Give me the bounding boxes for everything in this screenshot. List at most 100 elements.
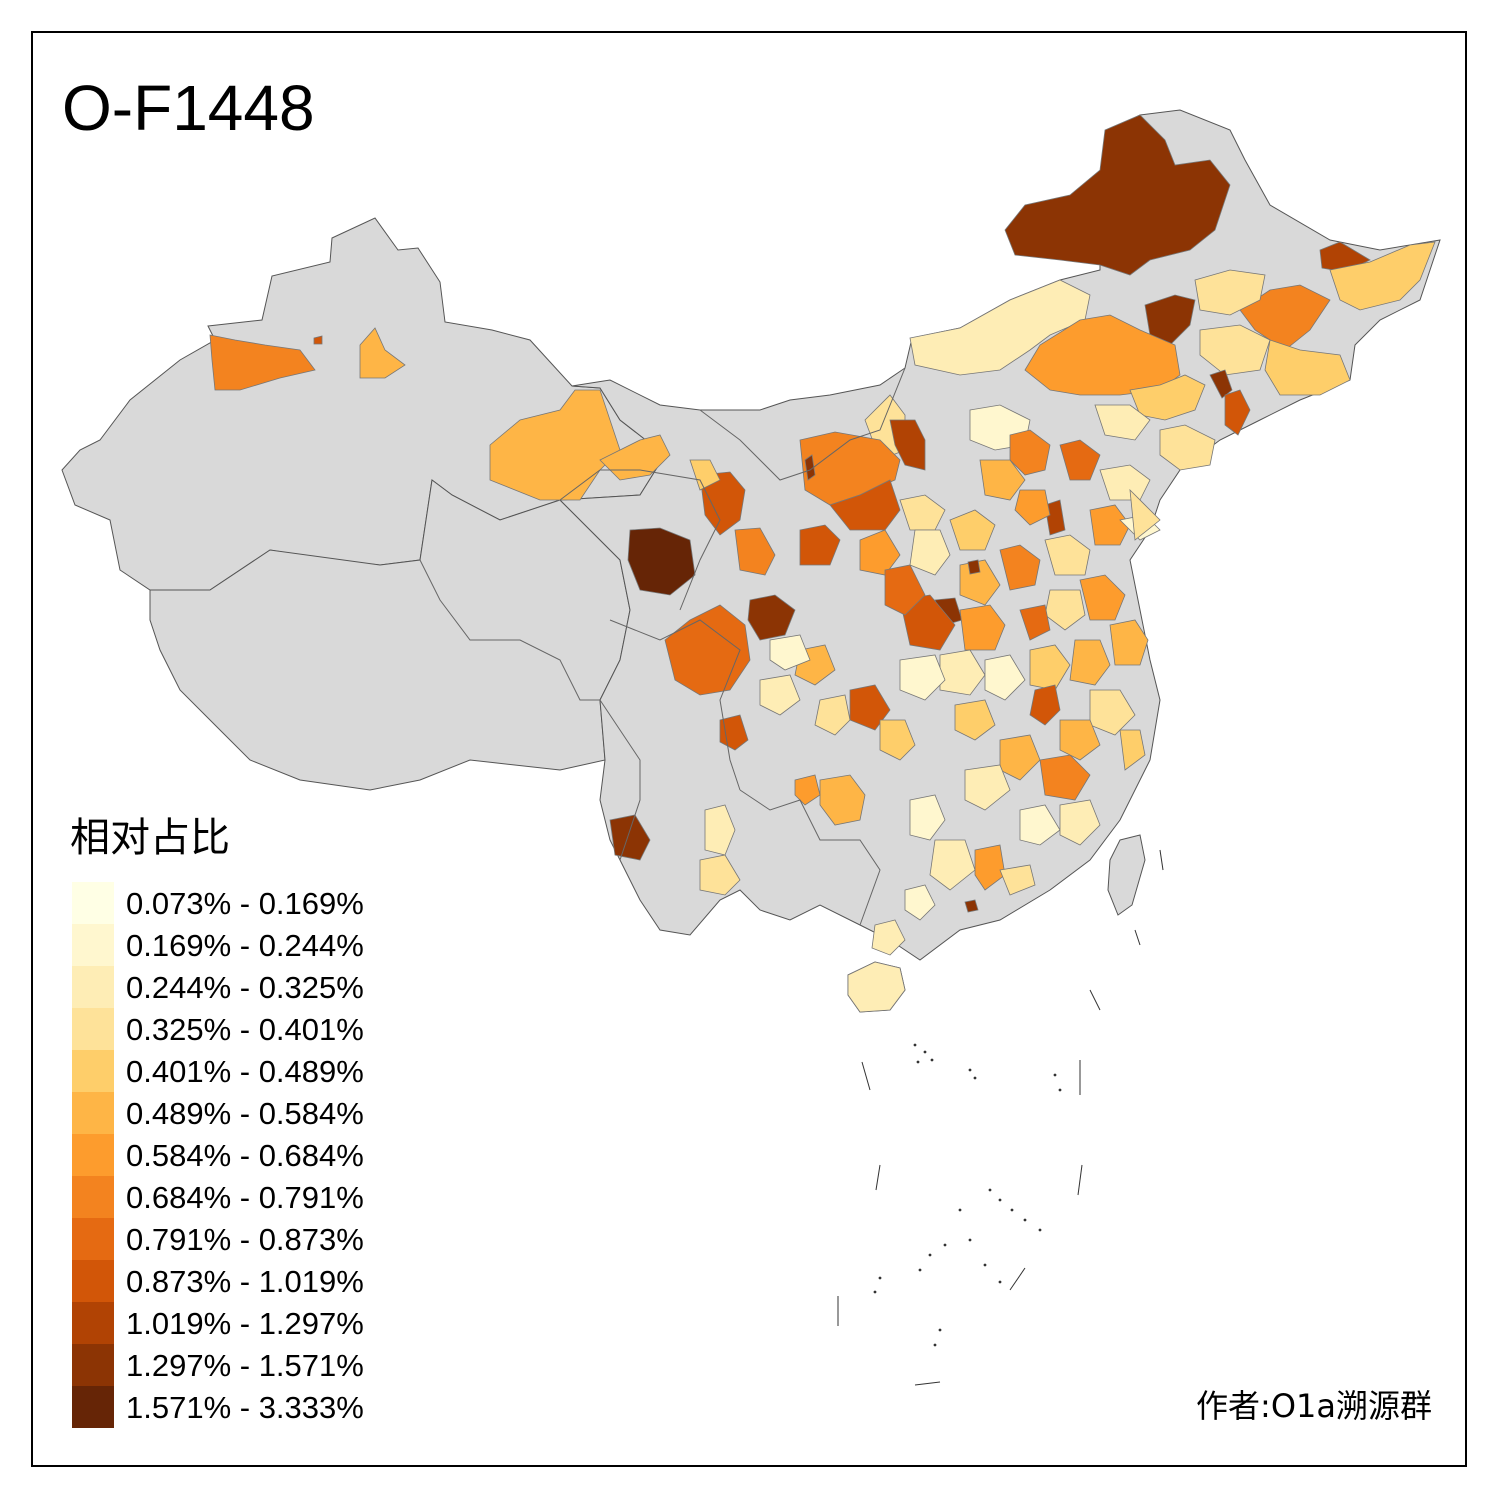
map-region (954, 699, 996, 741)
legend-swatch (72, 1008, 114, 1050)
legend-item: 0.073% - 0.169% (72, 882, 402, 924)
region-taiwan (1107, 834, 1146, 916)
map-region (1119, 729, 1146, 771)
island-dot (873, 1290, 877, 1294)
map-region (1199, 324, 1271, 376)
map-region (1039, 754, 1091, 801)
legend-swatch (72, 1050, 114, 1092)
map-region (899, 654, 946, 701)
province-borders (419, 367, 906, 926)
island-dot (958, 1208, 962, 1212)
island-dot (1053, 1073, 1057, 1077)
island-dot (988, 1188, 992, 1192)
legend-swatch (72, 1302, 114, 1344)
map-region (759, 674, 801, 716)
map-region (1019, 804, 1061, 846)
map-region (699, 854, 741, 896)
map-region (1079, 574, 1126, 621)
island-dot (930, 1058, 934, 1062)
island-dot (916, 1060, 920, 1064)
map-region (889, 419, 926, 471)
map-region (704, 804, 736, 856)
map-region (209, 334, 316, 391)
map-region (799, 524, 841, 566)
island-dot (933, 1343, 937, 1347)
map-region (819, 774, 866, 826)
map-region (1004, 114, 1231, 276)
map-region (1059, 439, 1101, 481)
map-region (1044, 499, 1066, 536)
map-region (1089, 689, 1136, 736)
legend-label: 1.297% - 1.571% (126, 1347, 364, 1383)
legend-item: 0.684% - 0.791% (72, 1176, 402, 1218)
map-region (1094, 404, 1151, 441)
island-dot (973, 1076, 977, 1080)
map-region (964, 899, 979, 913)
region-northwest-plateau (558, 109, 1441, 961)
island-dot (1010, 1208, 1014, 1212)
legend-swatch (72, 1134, 114, 1176)
map-region (664, 604, 751, 696)
island-dot (983, 1263, 987, 1267)
map-region (359, 327, 406, 379)
island-dot (1023, 1218, 1027, 1222)
map-region (627, 527, 696, 596)
map-region (999, 544, 1041, 591)
map-region (879, 719, 916, 761)
legend-label: 0.584% - 0.684% (126, 1137, 364, 1173)
map-region (1069, 639, 1111, 686)
island-dot (998, 1198, 1002, 1202)
island-dot (938, 1328, 942, 1332)
map-region (1109, 619, 1149, 666)
legend-item: 1.571% - 3.333% (72, 1386, 402, 1428)
author-credit: 作者:O1a溯源群 (1196, 1387, 1432, 1425)
map-region (964, 764, 1011, 811)
map-region (899, 494, 946, 531)
map-region (1239, 284, 1331, 351)
island-dot (923, 1050, 927, 1054)
map-region (1044, 534, 1091, 576)
map-region (699, 471, 746, 536)
legend-label: 0.401% - 0.489% (126, 1053, 364, 1089)
legend-label: 0.325% - 0.401% (126, 1011, 364, 1047)
map-region (689, 459, 721, 491)
legend-label: 0.169% - 0.244% (126, 927, 364, 963)
south-sea-dots (873, 1043, 1062, 1347)
legend-label: 1.571% - 3.333% (126, 1389, 364, 1425)
legend-swatch (72, 1176, 114, 1218)
legend-item: 0.584% - 0.684% (72, 1134, 402, 1176)
map-region (1159, 424, 1216, 471)
map-region (909, 529, 951, 576)
island-dot (928, 1253, 932, 1257)
legend-swatch (72, 1218, 114, 1260)
map-region (909, 794, 946, 841)
map-region (747, 594, 796, 641)
map-region (1014, 489, 1051, 526)
map-frame (31, 31, 1467, 1467)
map-region (959, 604, 1006, 651)
map-region (1089, 504, 1131, 546)
legend-swatch (72, 1092, 114, 1134)
legend-item: 1.297% - 1.571% (72, 1344, 402, 1386)
map-region (949, 509, 996, 551)
map-region (1209, 369, 1233, 399)
map-region (859, 529, 901, 576)
map-region (984, 654, 1026, 701)
legend-item: 0.791% - 0.873% (72, 1218, 402, 1260)
map-region (1224, 389, 1251, 436)
legend-item: 0.169% - 0.244% (72, 924, 402, 966)
island-dot (913, 1043, 917, 1047)
island-dot (918, 1268, 922, 1272)
legend-swatch (72, 1386, 114, 1428)
base-country-layer (61, 109, 1441, 1013)
legend-label: 1.019% - 1.297% (126, 1305, 364, 1341)
island-dot (1058, 1088, 1062, 1092)
data-region-layer (209, 114, 1436, 1013)
map-region (1029, 644, 1071, 691)
map-region (967, 559, 981, 575)
legend-item: 0.489% - 0.584% (72, 1092, 402, 1134)
map-region (804, 454, 816, 481)
legend-item: 1.019% - 1.297% (72, 1302, 402, 1344)
island-dot (943, 1243, 947, 1247)
